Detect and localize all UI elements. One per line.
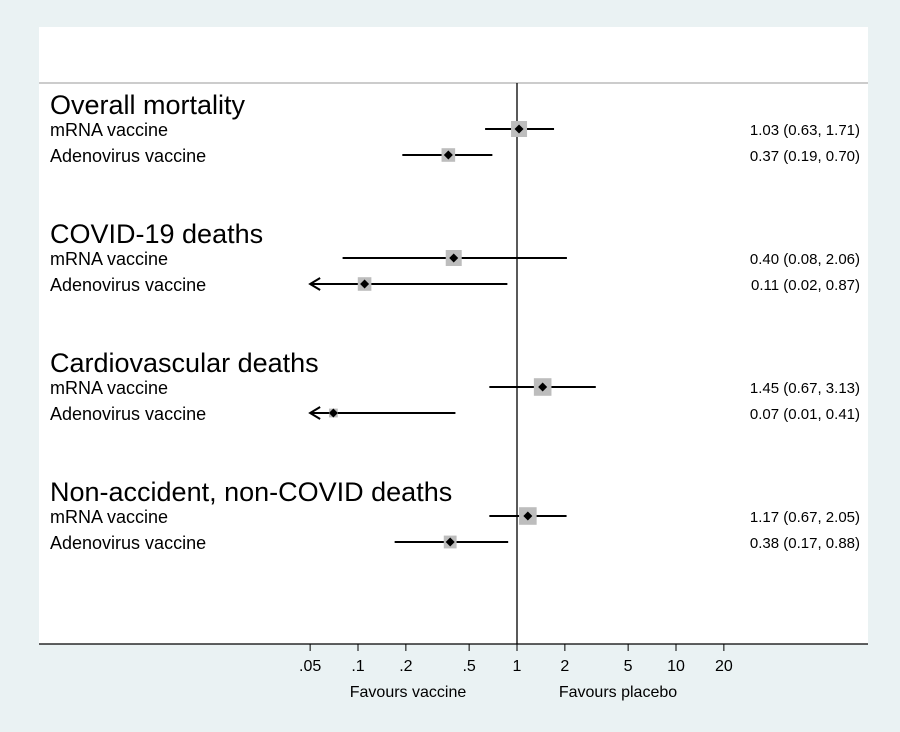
group-3-row-1-value: 0.38 (0.17, 0.88) (750, 535, 860, 552)
x-tick-label-2: .2 (399, 658, 412, 675)
x-tick-label-3: .5 (462, 658, 475, 675)
group-0-row-0-label: mRNA vaccine (50, 120, 168, 140)
group-2-row-1-value: 0.07 (0.01, 0.41) (750, 406, 860, 423)
group-2-row-0-label: mRNA vaccine (50, 378, 168, 398)
group-1-row-1-ci-arrow (308, 277, 321, 291)
group-title-2: Cardiovascular deaths (50, 348, 319, 378)
direction-label-right: Favours placebo (559, 684, 677, 701)
x-tick-label-8: 20 (715, 658, 733, 675)
x-tick-label-1: .1 (351, 658, 364, 675)
group-0-row-1-value: 0.37 (0.19, 0.70) (750, 148, 860, 165)
group-3-row-1-estimate-marker (445, 537, 455, 547)
group-0-row-1-label: Adenovirus vaccine (50, 146, 206, 166)
group-title-1: COVID-19 deaths (50, 219, 263, 249)
direction-label-left: Favours vaccine (350, 684, 467, 701)
group-3-row-0-value: 1.17 (0.67, 2.05) (750, 509, 860, 526)
group-0-row-0-value: 1.03 (0.63, 1.71) (750, 122, 860, 139)
group-3-row-1-label: Adenovirus vaccine (50, 533, 206, 553)
group-title-3: Non-accident, non-COVID deaths (50, 477, 452, 507)
group-2-row-1-estimate-marker (328, 408, 338, 418)
group-2-row-1-label: Adenovirus vaccine (50, 404, 206, 424)
x-tick-label-4: 1 (513, 658, 522, 675)
group-3-row-0-estimate-marker (523, 511, 533, 521)
x-tick-label-5: 2 (560, 658, 569, 675)
x-tick-label-0: .05 (299, 658, 321, 675)
group-3-row-0-label: mRNA vaccine (50, 507, 168, 527)
group-2-row-0-estimate-marker (538, 382, 548, 392)
group-0-row-1-estimate-marker (443, 150, 453, 160)
group-1-row-1-value: 0.11 (0.02, 0.87) (751, 277, 860, 294)
group-1-row-1-label: Adenovirus vaccine (50, 275, 206, 295)
group-2-row-0-value: 1.45 (0.67, 3.13) (750, 380, 860, 397)
group-1-row-0-estimate-marker (449, 253, 459, 263)
group-2-row-1-ci-arrow (308, 406, 321, 420)
group-0-row-0-estimate-marker (514, 124, 524, 134)
group-title-0: Overall mortality (50, 90, 246, 120)
group-1-row-0-label: mRNA vaccine (50, 249, 168, 269)
x-tick-label-6: 5 (624, 658, 633, 675)
x-tick-label-7: 10 (667, 658, 685, 675)
group-1-row-1-estimate-marker (360, 279, 370, 289)
group-1-row-0-value: 0.40 (0.08, 2.06) (750, 251, 860, 268)
